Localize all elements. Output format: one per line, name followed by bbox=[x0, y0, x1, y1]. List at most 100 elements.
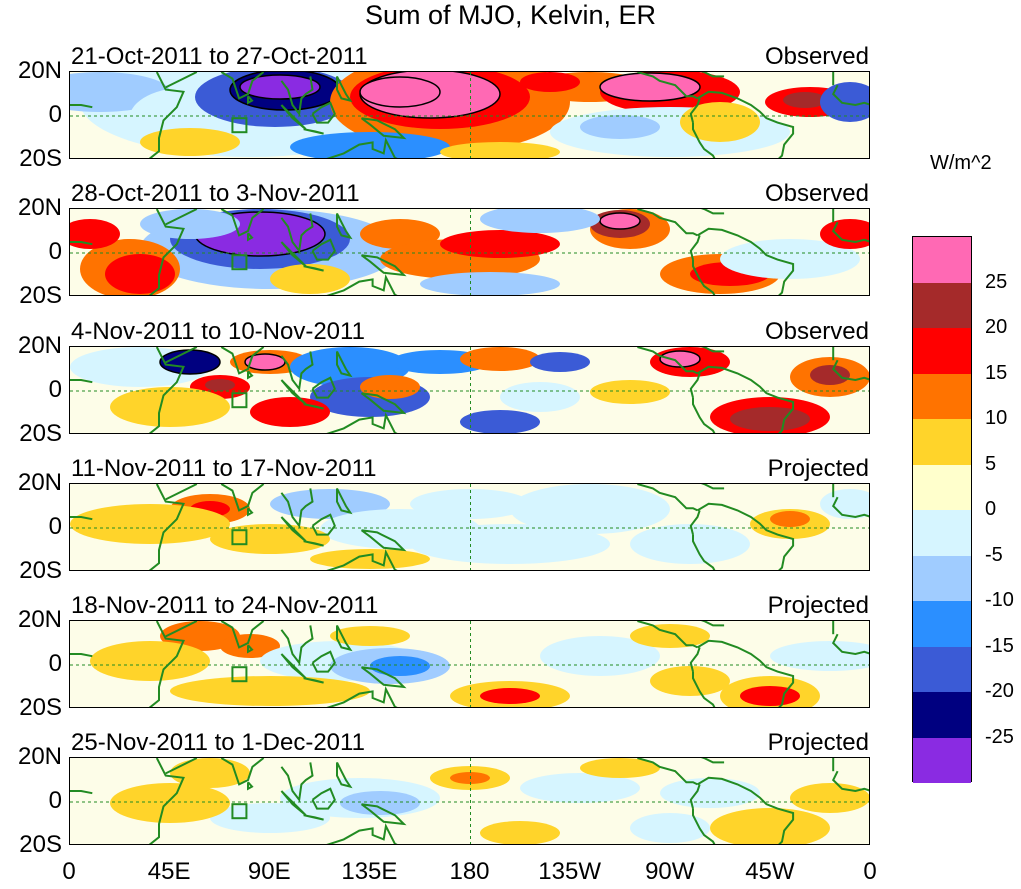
region-box-marker bbox=[231, 529, 248, 546]
coastline bbox=[311, 238, 336, 261]
coastline bbox=[696, 365, 795, 433]
colorbar-label: -15 bbox=[985, 634, 1014, 657]
coastline bbox=[637, 621, 698, 649]
coastline bbox=[247, 644, 254, 654]
colorbar-swatch bbox=[913, 601, 971, 647]
panel-type-label: Projected bbox=[767, 729, 869, 756]
y-tick-label: 0 bbox=[48, 238, 62, 265]
coastline bbox=[700, 347, 725, 353]
coastline bbox=[831, 84, 869, 107]
coastline bbox=[247, 370, 254, 380]
anomaly-contour bbox=[630, 624, 710, 648]
coastline bbox=[336, 761, 353, 789]
anomaly-contour bbox=[770, 511, 810, 527]
panel-type-label: Projected bbox=[767, 592, 869, 619]
colorbar-units: W/m^2 bbox=[930, 152, 992, 174]
anomaly-contour bbox=[710, 808, 830, 844]
x-tick-label: 0 bbox=[62, 858, 76, 885]
anomaly-contour bbox=[370, 656, 430, 676]
coastline bbox=[220, 209, 265, 237]
anomaly-contour bbox=[580, 115, 660, 139]
coastline bbox=[220, 484, 265, 512]
coastline bbox=[689, 235, 701, 260]
map-panel bbox=[69, 346, 870, 434]
colorbar-label: 5 bbox=[985, 452, 997, 475]
coastline bbox=[326, 823, 398, 844]
coastline bbox=[247, 781, 254, 791]
anomaly-contour bbox=[660, 778, 760, 808]
colorbar-label: -20 bbox=[985, 680, 1014, 702]
y-tick-label: 0 bbox=[48, 376, 62, 403]
coastline bbox=[303, 403, 324, 410]
y-tick-label: 20N bbox=[17, 469, 62, 496]
coastline bbox=[831, 359, 869, 382]
region-box-marker bbox=[231, 803, 248, 820]
coastline bbox=[148, 621, 185, 707]
coastline bbox=[247, 95, 254, 105]
anomaly-contour bbox=[500, 382, 580, 412]
anomaly-contour bbox=[110, 783, 230, 823]
coastline bbox=[247, 232, 254, 242]
colorbar-swatch bbox=[913, 737, 971, 783]
anomaly-contour bbox=[740, 686, 800, 706]
coastline bbox=[280, 104, 307, 130]
coastline bbox=[148, 209, 185, 295]
anomaly-contour bbox=[820, 82, 869, 122]
anomaly-contour bbox=[360, 375, 420, 399]
anomaly-contour bbox=[140, 209, 240, 239]
y-tick-label: 0 bbox=[48, 787, 62, 814]
y-tick-label: 20S bbox=[19, 557, 62, 584]
x-tick-label: 135E bbox=[341, 858, 398, 885]
coastline bbox=[326, 274, 398, 295]
panel-date-range: 25-Nov-2011 to 1-Dec-2011 bbox=[71, 729, 365, 756]
coastline bbox=[303, 814, 324, 821]
coastline bbox=[692, 534, 716, 570]
coastline bbox=[360, 117, 407, 140]
coastline bbox=[280, 76, 314, 117]
coastline bbox=[303, 677, 324, 684]
anomaly-contour bbox=[810, 365, 850, 385]
region-box-marker bbox=[231, 666, 248, 683]
map-panel bbox=[69, 208, 870, 296]
coastline bbox=[689, 784, 701, 809]
coastline bbox=[280, 379, 307, 405]
coastline bbox=[696, 502, 795, 570]
anomaly-contour bbox=[90, 641, 210, 681]
colorbar-label: 15 bbox=[985, 361, 1008, 384]
anomaly-contour bbox=[540, 636, 660, 676]
colorbar-label: 25 bbox=[985, 270, 1008, 293]
anomaly-contour bbox=[460, 410, 540, 433]
panel-date-range: 28-Oct-2011 to 3-Nov-2011 bbox=[71, 180, 360, 207]
anomaly-contour bbox=[580, 758, 660, 778]
region-box-marker bbox=[231, 392, 248, 409]
coastline bbox=[220, 72, 265, 100]
anomaly-contour bbox=[140, 128, 240, 156]
anomaly-contour bbox=[210, 524, 330, 554]
map-panel bbox=[69, 620, 870, 708]
olr-anomaly-map bbox=[70, 209, 869, 295]
coastline bbox=[637, 209, 698, 237]
anomaly-contour bbox=[170, 758, 250, 788]
coastline bbox=[280, 625, 314, 666]
colorbar-swatch bbox=[913, 555, 971, 601]
coastline bbox=[326, 686, 398, 707]
coastline bbox=[336, 75, 353, 103]
coastline bbox=[692, 122, 716, 158]
panel-type-label: Observed bbox=[764, 43, 869, 70]
coastline bbox=[311, 513, 336, 536]
coastline bbox=[326, 137, 398, 158]
anomaly-contour bbox=[290, 132, 450, 158]
anomaly-contour bbox=[770, 641, 869, 671]
coastline bbox=[360, 803, 407, 826]
coastline bbox=[280, 241, 307, 267]
panel-type-label: Observed bbox=[764, 180, 869, 207]
coastline bbox=[700, 209, 725, 215]
olr-anomaly-map bbox=[70, 484, 869, 570]
region-box-marker bbox=[231, 254, 248, 271]
colorbar-label: 0 bbox=[985, 498, 997, 520]
y-tick-label: 20S bbox=[19, 831, 62, 858]
y-tick-label: 0 bbox=[48, 513, 62, 540]
colorbar-label: 20 bbox=[985, 316, 1008, 338]
anomaly-contour bbox=[659, 350, 701, 368]
anomaly-contour bbox=[680, 102, 760, 142]
